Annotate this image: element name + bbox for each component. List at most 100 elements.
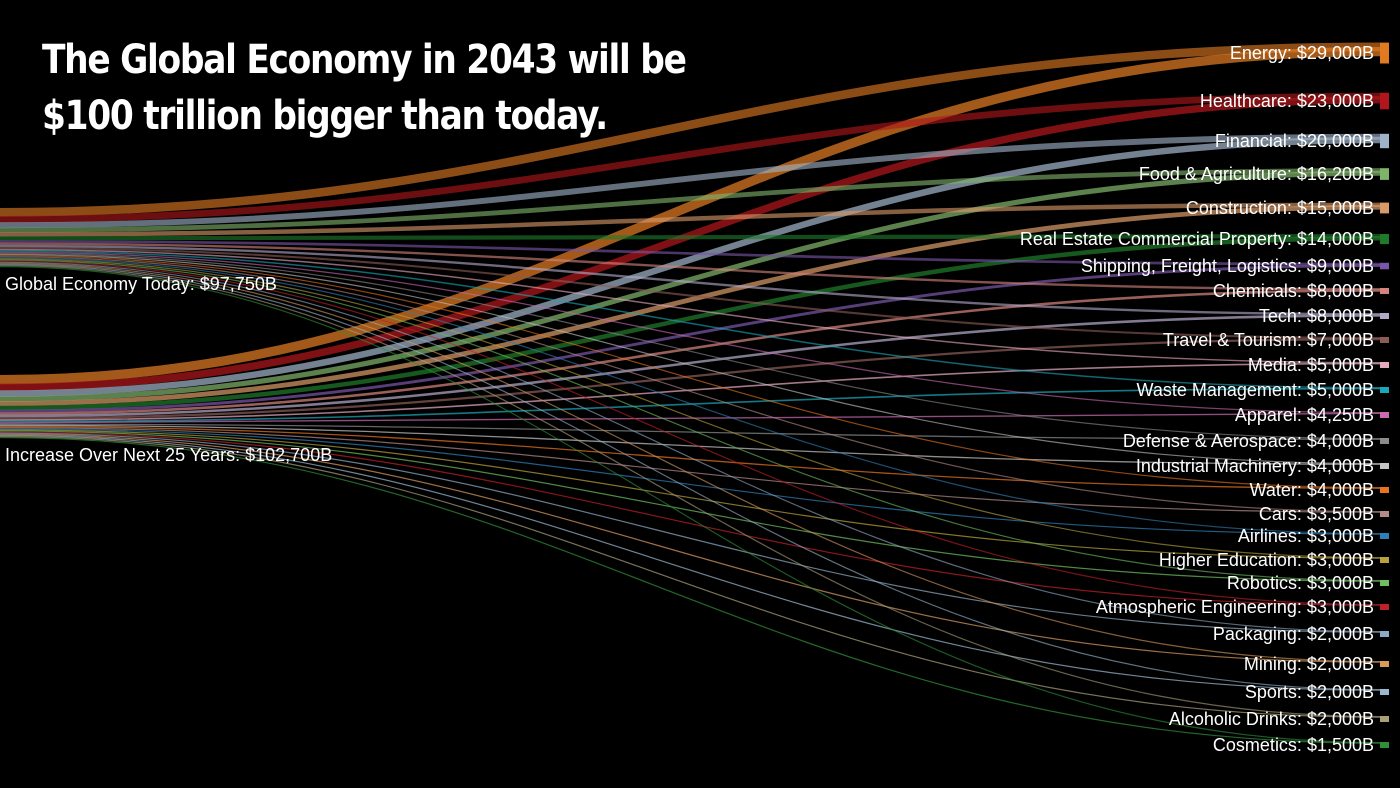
labels: Energy: $29,000B Healthcare: $23,000B Fina… (5, 43, 1374, 755)
flow-link (0, 264, 1381, 413)
target-label: Robotics: $3,000B (1227, 573, 1374, 593)
flow-link (0, 430, 1381, 582)
flow-link (0, 262, 1381, 663)
flow-link (0, 233, 1381, 241)
flow-link (0, 338, 1381, 420)
target-label: Energy: $29,000B (1230, 43, 1374, 63)
target-label: Atmospheric Engineering: $3,000B (1096, 597, 1374, 617)
target-node (1380, 362, 1389, 368)
flow-link (0, 433, 1381, 663)
flow-link (0, 204, 1381, 406)
target-label: Industrial Machinery: $4,000B (1136, 456, 1374, 476)
target-node (1380, 557, 1389, 563)
target-node (1380, 313, 1389, 319)
target-label: Water: $4,000B (1250, 480, 1374, 500)
target-label: Construction: $15,000B (1186, 198, 1374, 218)
flow-link (0, 252, 1381, 440)
flow-link (0, 424, 1381, 465)
chart-title-line-1: The Global Economy in 2043 will be (42, 37, 687, 83)
flow-link (0, 244, 1381, 316)
target-node (1380, 168, 1389, 180)
flow-link (0, 257, 1381, 535)
target-label: Apparel: $4,250B (1235, 405, 1374, 425)
flow-link (0, 260, 1381, 606)
target-label: Food & Agriculture: $16,200B (1139, 164, 1374, 184)
target-label: Alcoholic Drinks: $2,000B (1169, 709, 1374, 729)
target-node (1380, 438, 1389, 444)
target-node (1380, 742, 1389, 748)
target-node (1380, 631, 1389, 637)
flow-link (0, 432, 1381, 633)
flow-link (0, 96, 1381, 392)
flow-link (0, 46, 1381, 385)
target-node (1380, 337, 1389, 343)
target-label: Cars: $3,500B (1259, 504, 1374, 524)
flow-link (0, 434, 1381, 691)
flow-link (0, 202, 1381, 237)
flow-link (0, 253, 1381, 465)
target-label: Cosmetics: $1,500B (1213, 735, 1374, 755)
flow-link (0, 314, 1381, 418)
target-label: Tech: $8,000B (1259, 306, 1374, 326)
target-label: Sports: $2,000B (1245, 682, 1374, 702)
target-nodes (1380, 42, 1389, 748)
target-label: Mining: $2,000B (1244, 654, 1374, 674)
target-node (1380, 689, 1389, 695)
flow-link (0, 258, 1381, 559)
flow-link (0, 92, 1381, 223)
target-node (1380, 288, 1389, 294)
flow-link (0, 168, 1381, 233)
flow-link (0, 256, 1381, 513)
flow-link (0, 261, 1381, 633)
target-node (1380, 202, 1389, 214)
flow-link (0, 263, 1381, 691)
flow-link (0, 248, 1381, 364)
target-node (1380, 92, 1389, 110)
flow-link (0, 170, 1381, 402)
target-label: Shipping, Freight, Logistics: $9,000B (1081, 256, 1374, 276)
flow-link (0, 259, 1381, 582)
target-label: Defense & Aerospace: $4,000B (1123, 431, 1374, 451)
source-label: Increase Over Next 25 Years: $102,700B (5, 445, 332, 465)
flow-link (0, 254, 1381, 489)
flow-link (0, 246, 1381, 340)
target-node (1380, 234, 1389, 245)
target-node (1380, 716, 1389, 722)
target-node (1380, 580, 1389, 586)
flow-link (0, 427, 1381, 513)
flow-link (0, 362, 1381, 421)
flow-link (0, 240, 1381, 266)
flow-link (0, 431, 1381, 606)
target-node (1380, 487, 1389, 493)
target-node (1380, 387, 1389, 393)
target-label: Healthcare: $23,000B (1200, 91, 1374, 111)
flow-link (0, 242, 1381, 291)
target-label: Chemicals: $8,000B (1213, 281, 1374, 301)
flow-link (0, 42, 1381, 217)
flow-link (0, 428, 1381, 535)
target-node (1380, 412, 1389, 418)
source-label: Global Economy Today: $97,750B (5, 274, 277, 294)
flow-link (0, 250, 1381, 389)
flow-link (0, 425, 1381, 489)
flow-link (0, 387, 1381, 423)
flow-links (0, 42, 1381, 744)
flow-link (0, 435, 1381, 718)
target-node (1380, 604, 1389, 610)
target-label: Media: $5,000B (1248, 355, 1374, 375)
flow-link (0, 436, 1381, 744)
target-node (1380, 661, 1389, 667)
flow-link (0, 423, 1381, 440)
chart-title: The Global Economy in 2043 will be $100 … (42, 32, 687, 144)
target-node (1380, 133, 1389, 149)
target-label: Airlines: $3,000B (1238, 526, 1374, 546)
flow-link (0, 264, 1381, 718)
flow-link (0, 289, 1381, 416)
target-node (1380, 262, 1389, 270)
target-node (1380, 533, 1389, 539)
target-label: Packaging: $2,000B (1213, 624, 1374, 644)
target-node (1380, 463, 1389, 469)
target-label: Higher Education: $3,000B (1159, 550, 1374, 570)
target-node (1380, 511, 1389, 517)
